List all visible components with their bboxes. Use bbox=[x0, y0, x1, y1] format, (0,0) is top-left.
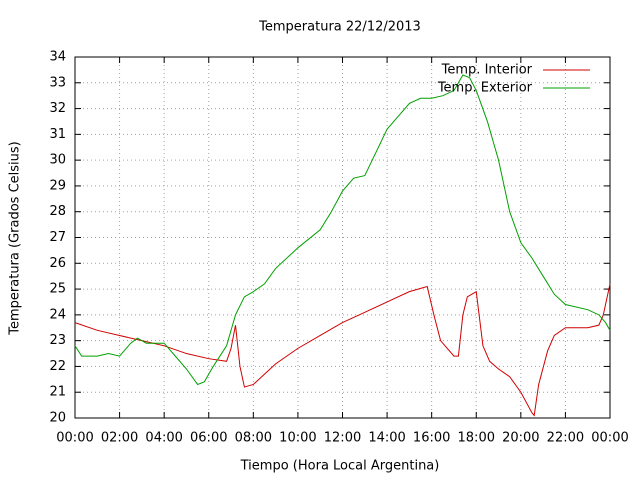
y-tick-label: 20 bbox=[49, 411, 66, 426]
y-tick-label: 22 bbox=[49, 359, 66, 374]
x-tick-label: 10:00 bbox=[279, 431, 316, 446]
plot-frame bbox=[74, 56, 611, 419]
y-tick-label: 30 bbox=[49, 153, 66, 168]
x-tick-label: 02:00 bbox=[101, 431, 138, 446]
y-axis-label: Temperatura (Grados Celsius) bbox=[8, 141, 23, 335]
y-tick-label: 34 bbox=[49, 50, 66, 65]
y-tick-label: 27 bbox=[49, 230, 66, 245]
y-tick-label: 32 bbox=[49, 101, 66, 116]
x-tick-label: 18:00 bbox=[458, 431, 495, 446]
y-tick-label: 21 bbox=[49, 385, 66, 400]
x-tick-label: 00:00 bbox=[591, 431, 628, 446]
y-tick-label: 33 bbox=[49, 75, 66, 90]
y-tick-label: 25 bbox=[49, 282, 66, 297]
x-tick-label: 04:00 bbox=[145, 431, 182, 446]
x-tick-label: 20:00 bbox=[502, 431, 539, 446]
chart-title: Temperatura 22/12/2013 bbox=[258, 20, 421, 35]
legend-label: Temp. Exterior bbox=[437, 81, 533, 96]
x-tick-label: 16:00 bbox=[413, 431, 450, 446]
x-axis-label: Tiempo (Hora Local Argentina) bbox=[240, 459, 440, 474]
y-tick-label: 26 bbox=[49, 256, 66, 271]
y-tick-label: 31 bbox=[49, 127, 66, 142]
x-tick-label: 12:00 bbox=[324, 431, 361, 446]
x-tick-label: 22:00 bbox=[547, 431, 584, 446]
x-tick-label: 14:00 bbox=[368, 431, 405, 446]
data-line bbox=[74, 74, 611, 386]
data-line bbox=[74, 283, 611, 417]
legend-label: Temp. Interior bbox=[441, 63, 533, 78]
y-tick-label: 28 bbox=[49, 204, 66, 219]
x-tick-label: 06:00 bbox=[190, 431, 227, 446]
y-tick-label: 29 bbox=[49, 178, 66, 193]
x-tick-label: 00:00 bbox=[56, 431, 93, 446]
x-tick-label: 08:00 bbox=[235, 431, 272, 446]
y-tick-label: 24 bbox=[49, 307, 66, 322]
y-tick-label: 23 bbox=[49, 333, 66, 348]
